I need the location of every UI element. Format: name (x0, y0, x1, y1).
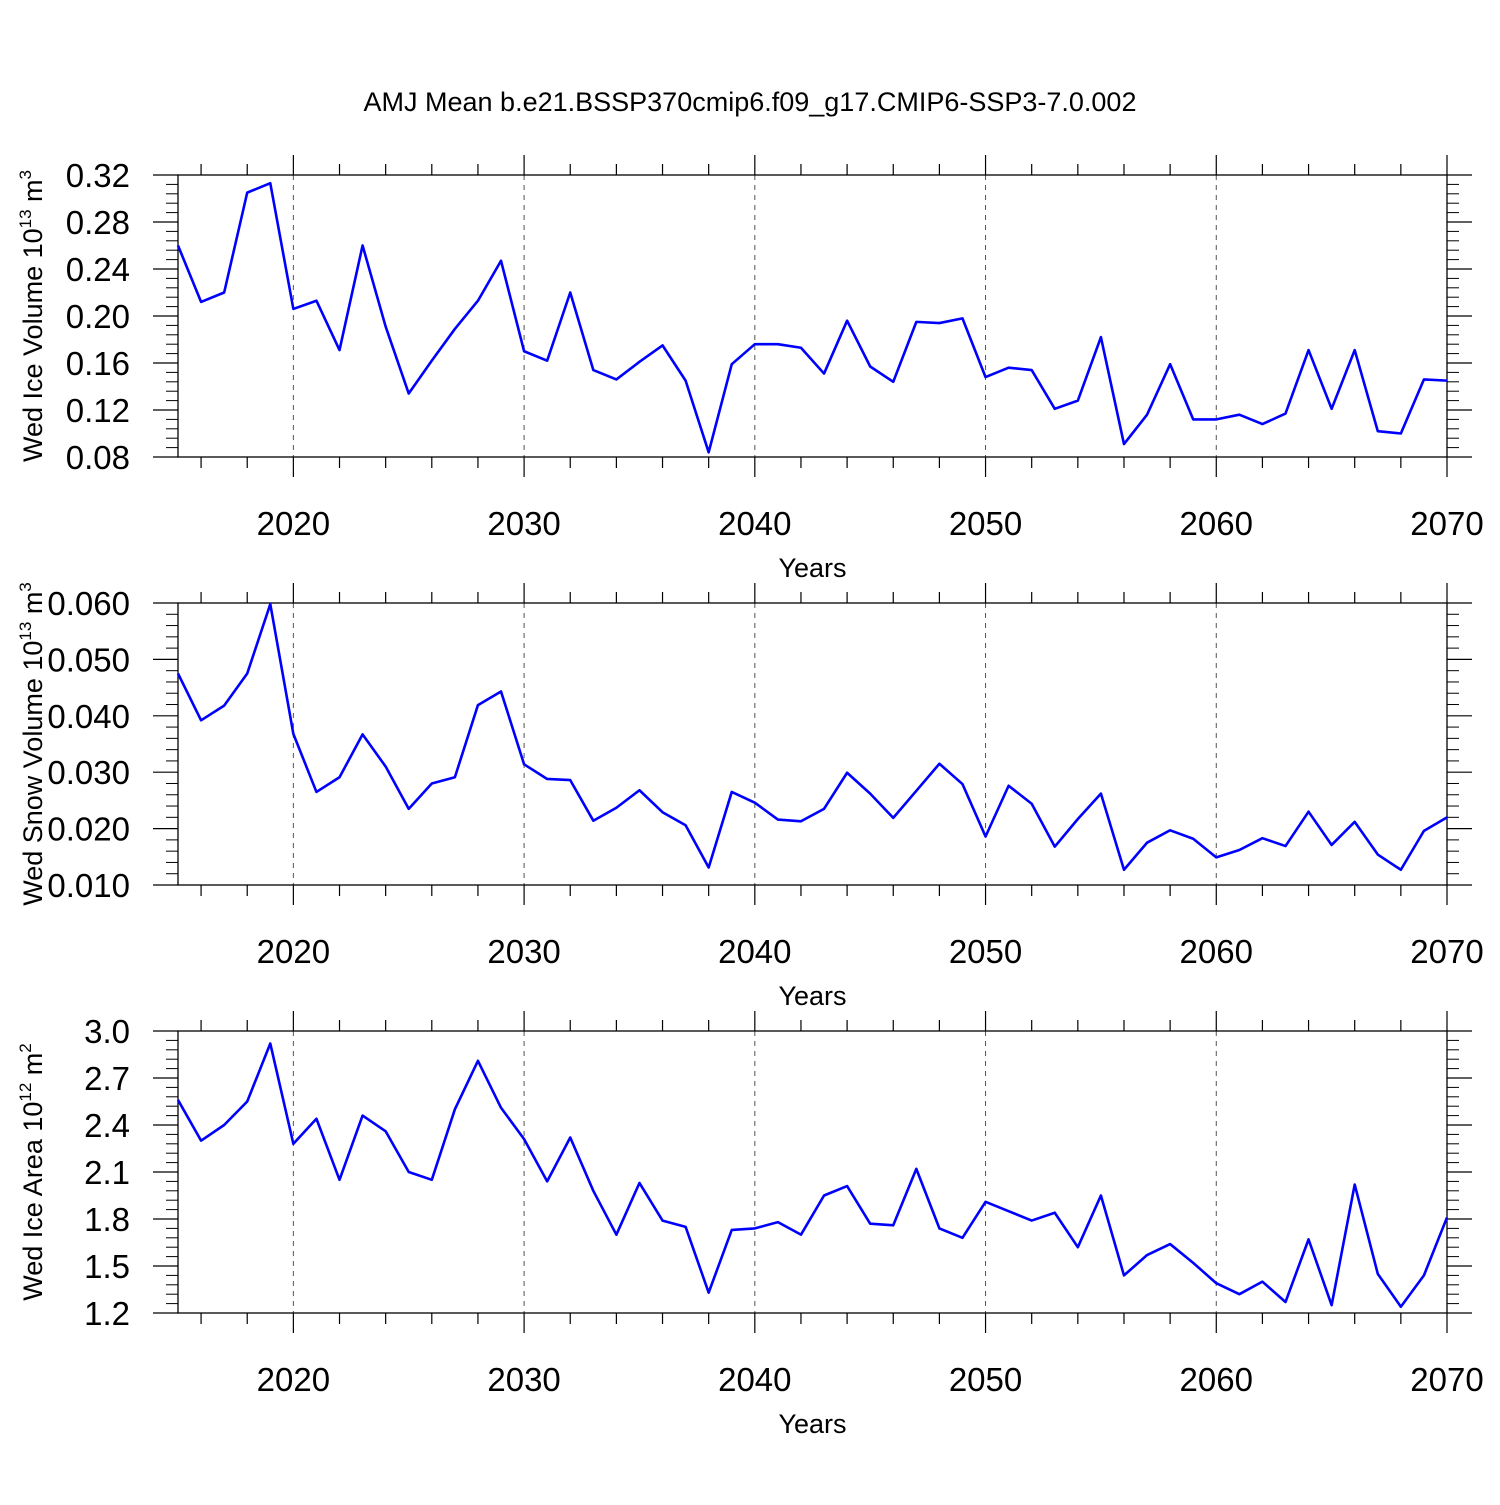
x-tick-label: 2070 (1410, 1361, 1483, 1398)
y-tick-label: 0.040 (47, 698, 130, 735)
panels: 2020 2030 2040 2050 2060 2070 0.08 0.12 0.16 0.20… (16, 155, 1484, 1439)
x-axis-label: Years (778, 553, 846, 583)
series-line (176, 1042, 1449, 1309)
x-tick-label: 2020 (257, 505, 330, 542)
y-tick-label: 0.050 (47, 641, 130, 678)
panel-3: 2020 2030 2040 2050 2060 2070 1.2 1.5 1.8 2.1 2.4 2… (16, 1011, 1484, 1439)
plot-frame (177, 1030, 1448, 1314)
y-axis-label-part: Wed Ice Volume 10 (18, 228, 48, 462)
y-tick-label: 1.5 (84, 1248, 130, 1285)
x-tick-label: 2030 (487, 1361, 560, 1398)
y-axis-label-superscript: 13 (16, 209, 35, 228)
x-tick-label: 2050 (949, 1361, 1022, 1398)
x-tick-label: 2020 (257, 933, 330, 970)
series-line (176, 602, 1448, 872)
series-line (176, 181, 1448, 454)
y-tick-label: 2.4 (84, 1107, 130, 1144)
x-tick-label: 2020 (257, 1361, 330, 1398)
y-axis-label-superscript: 3 (16, 582, 35, 591)
x-tick-label: 2030 (487, 505, 560, 542)
y-axis-label: Wed Ice Volume 1013 m3 (16, 170, 48, 462)
y-axis-label-part: Wed Snow Volume 10 (18, 641, 48, 906)
y-axis-label-superscript: 13 (16, 622, 35, 641)
y-tick-label: 0.12 (66, 392, 130, 429)
y-axis-label-superscript: 3 (16, 170, 35, 179)
y-tick-label: 0.32 (66, 157, 130, 194)
y-tick-label: 1.2 (84, 1295, 130, 1332)
y-axis-label-part: m (18, 179, 48, 209)
y-axis-label-superscript: 12 (16, 1083, 35, 1102)
y-tick-label: 0.020 (47, 811, 130, 848)
y-tick-label: 0.20 (66, 298, 130, 335)
plot-frame (177, 174, 1448, 458)
x-tick-label: 2030 (487, 933, 560, 970)
y-tick-label: 0.08 (66, 439, 130, 476)
panel-2: 2020 2030 2040 2050 2060 2070 0.010 0.020 0.030 0… (16, 582, 1484, 1011)
figure-title: AMJ Mean b.e21.BSSP370cmip6.f09_g17.CMIP… (364, 87, 1137, 117)
panel-1: 2020 2030 2040 2050 2060 2070 0.08 0.12 0.16 0.20… (16, 155, 1484, 583)
plot-frame (177, 602, 1448, 886)
y-tick-label: 0.24 (66, 251, 130, 288)
y-tick-label: 2.7 (84, 1060, 130, 1097)
x-axis-label: Years (778, 981, 846, 1011)
x-tick-label: 2050 (949, 505, 1022, 542)
y-tick-label: 1.8 (84, 1201, 130, 1238)
x-tick-label: 2060 (1180, 933, 1253, 970)
y-axis-label: Wed Snow Volume 1013 m3 (16, 582, 48, 906)
x-tick-label: 2060 (1180, 1361, 1253, 1398)
y-tick-label: 3.0 (84, 1013, 130, 1050)
x-tick-label: 2040 (718, 1361, 791, 1398)
y-axis-label-part: m (18, 592, 48, 622)
x-tick-label: 2050 (949, 933, 1022, 970)
y-tick-label: 0.28 (66, 204, 130, 241)
x-axis-label: Years (778, 1409, 846, 1439)
y-tick-label: 0.060 (47, 585, 130, 622)
x-tick-label: 2040 (718, 933, 791, 970)
y-axis-label-part: Wed Ice Area 10 (18, 1102, 48, 1301)
x-tick-label: 2060 (1180, 505, 1253, 542)
y-tick-label: 2.1 (84, 1154, 130, 1191)
y-axis-label-superscript: 2 (16, 1043, 35, 1052)
y-tick-label: 0.010 (47, 867, 130, 904)
x-tick-label: 2040 (718, 505, 791, 542)
y-axis-label: Wed Ice Area 1012 m2 (16, 1043, 48, 1301)
y-tick-label: 0.030 (47, 754, 130, 791)
x-tick-label: 2070 (1410, 505, 1483, 542)
y-axis-label-part: m (18, 1053, 48, 1083)
x-tick-label: 2070 (1410, 933, 1483, 970)
y-tick-label: 0.16 (66, 345, 130, 382)
